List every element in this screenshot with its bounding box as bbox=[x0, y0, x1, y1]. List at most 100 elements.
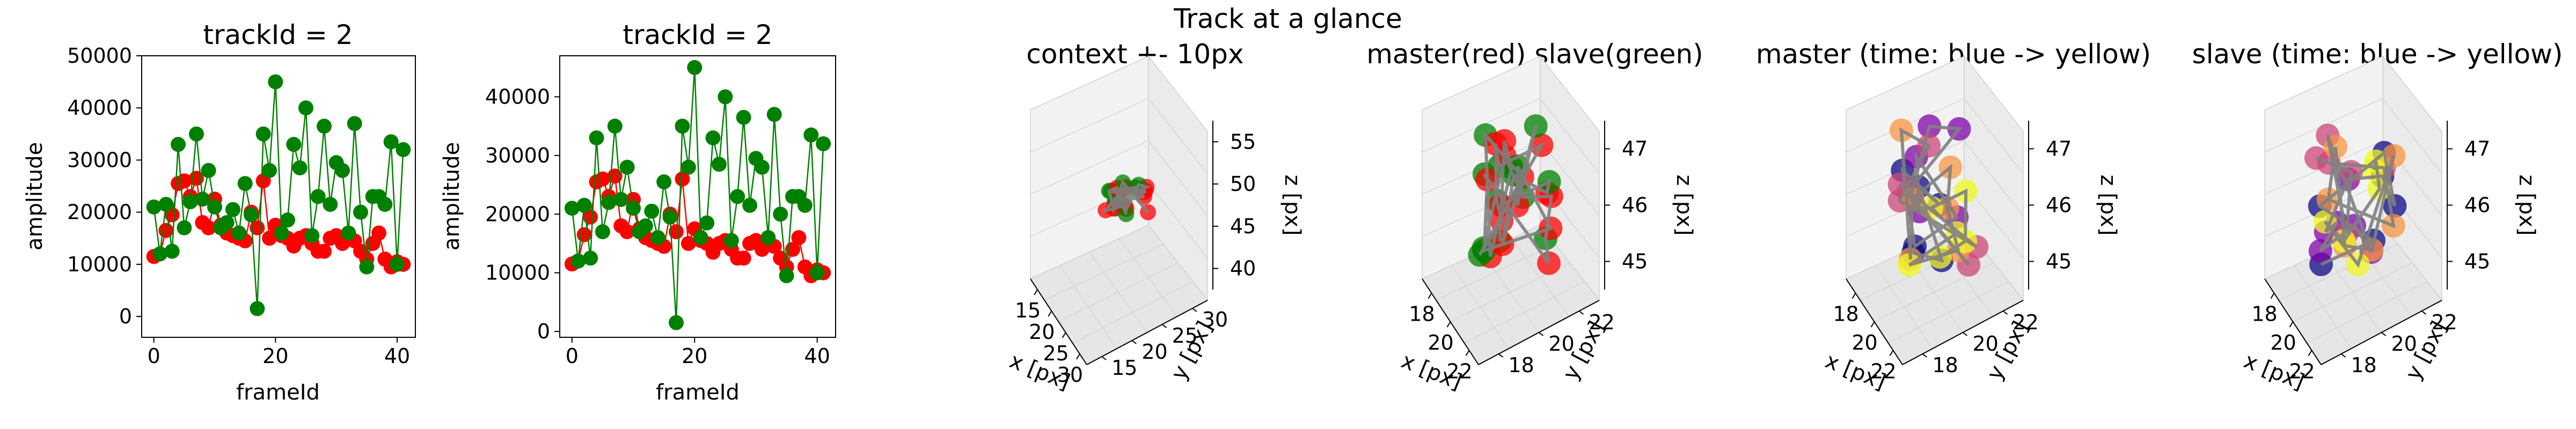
z-axis-label: z [px] bbox=[2096, 175, 2120, 236]
y-tick-mark bbox=[2002, 310, 2008, 315]
data-point bbox=[699, 215, 715, 231]
plot-title: trackId = 2 bbox=[203, 19, 353, 50]
x-tick-label: 25 bbox=[1043, 342, 1069, 365]
data-point bbox=[809, 265, 825, 280]
x-axis-label: frameId bbox=[236, 380, 320, 405]
x-tick-mark bbox=[1076, 353, 1080, 360]
x-tick-mark bbox=[1851, 293, 1856, 299]
grid-line bbox=[1888, 281, 2009, 344]
grid-line bbox=[1058, 262, 1179, 322]
data-point bbox=[564, 201, 580, 216]
data-point bbox=[317, 243, 332, 259]
y-tick-label: 22 bbox=[2432, 310, 2457, 334]
x-tick-label: 40 bbox=[804, 344, 830, 368]
data-point bbox=[680, 236, 696, 251]
data-point bbox=[390, 256, 405, 272]
x-axis-label: x [px] bbox=[2241, 349, 2308, 395]
z-tick-label: 45 bbox=[1230, 214, 1256, 238]
track-path bbox=[2315, 135, 2397, 268]
data-point bbox=[711, 157, 727, 172]
data-point bbox=[201, 162, 216, 178]
z-tick-label: 47 bbox=[2464, 137, 2490, 161]
x-tick-mark bbox=[1428, 293, 1432, 299]
x-axis-label: x [px] bbox=[1822, 349, 1889, 395]
data-point bbox=[589, 130, 604, 146]
x-tick-label: 22 bbox=[2289, 359, 2315, 383]
grid-line bbox=[1148, 98, 1208, 174]
data-point bbox=[231, 225, 247, 241]
data-point bbox=[201, 220, 216, 235]
data-point bbox=[723, 233, 739, 248]
grid-line bbox=[1030, 140, 1149, 195]
data-point bbox=[669, 315, 684, 330]
data-point bbox=[650, 230, 665, 246]
series-line bbox=[571, 67, 824, 323]
x-tick-mark bbox=[1034, 289, 1038, 295]
y-tick-label: 25 bbox=[1172, 324, 1198, 347]
data-point bbox=[359, 259, 375, 275]
y-tick-label: 15 bbox=[1111, 356, 1137, 380]
x-tick-label: 18 bbox=[1833, 302, 1858, 326]
z-tick-label: 46 bbox=[2464, 194, 2490, 217]
data-point bbox=[570, 253, 586, 269]
data-point bbox=[317, 119, 332, 134]
y-tick-label: 50000 bbox=[67, 44, 132, 68]
data-point bbox=[304, 228, 320, 243]
y-tick-label: 18 bbox=[1509, 353, 1534, 377]
z-tick-label: 46 bbox=[2046, 194, 2072, 217]
data-point bbox=[377, 197, 393, 212]
track-path bbox=[1897, 124, 1978, 267]
y-tick-label: 10000 bbox=[485, 261, 550, 285]
y-tick-mark bbox=[1162, 324, 1167, 328]
data-point bbox=[225, 202, 240, 217]
y-tick-label: 40000 bbox=[67, 96, 132, 120]
x-tick-mark bbox=[1062, 332, 1066, 338]
x-tick-mark bbox=[1465, 350, 1470, 356]
data-point bbox=[638, 218, 653, 234]
plot-frame bbox=[141, 55, 416, 338]
grid-line bbox=[1510, 238, 1570, 317]
track-path bbox=[1478, 125, 1554, 264]
data-point bbox=[675, 119, 690, 134]
y-tick-label: 30000 bbox=[485, 144, 550, 167]
x-tick-label: 18 bbox=[2251, 302, 2277, 326]
z-axis-label: z [px] bbox=[2514, 175, 2539, 236]
data-point bbox=[146, 199, 162, 214]
z-axis-label: z [px] bbox=[1280, 175, 1305, 236]
data-point bbox=[237, 176, 253, 191]
z-tick-label: 45 bbox=[1622, 250, 1648, 273]
z-tick-label: 55 bbox=[1230, 130, 1256, 153]
data-point bbox=[353, 204, 368, 220]
plot-frame bbox=[559, 55, 836, 338]
data-point bbox=[171, 137, 186, 152]
z-axis-label: z [px] bbox=[1672, 175, 1696, 236]
y-tick-label: 20 bbox=[1973, 332, 1999, 356]
data-point bbox=[177, 220, 192, 235]
data-point bbox=[286, 137, 302, 152]
y-ticks: 0 10000 20000 30000 40000 50000 bbox=[67, 44, 142, 328]
x-tick-mark bbox=[1889, 350, 1894, 356]
amplitude-plot-2: trackId = 2 0 20 40 010000200003000040000 … bbox=[440, 19, 836, 405]
x-tick-label: 20 bbox=[262, 344, 288, 368]
data-point bbox=[766, 107, 782, 122]
y-tick-label: 30 bbox=[1202, 308, 1228, 331]
x-tick-label: 40 bbox=[384, 344, 410, 368]
y-tick-mark bbox=[1578, 310, 1584, 315]
z-tick-label: 47 bbox=[1622, 137, 1648, 161]
grid-line bbox=[1030, 98, 1149, 153]
x-tick-mark bbox=[1446, 321, 1451, 328]
data-point bbox=[152, 246, 167, 262]
data-point bbox=[760, 230, 776, 246]
data-point bbox=[347, 116, 362, 131]
x-tick-label: 30 bbox=[1057, 363, 1083, 387]
y-tick-mark bbox=[2340, 353, 2346, 358]
z-tick-label: 47 bbox=[2046, 137, 2072, 161]
data-point bbox=[323, 197, 338, 212]
grid-line bbox=[2382, 98, 2442, 174]
y-tick-mark bbox=[1131, 340, 1137, 344]
z-tick-label: 45 bbox=[2464, 250, 2490, 273]
